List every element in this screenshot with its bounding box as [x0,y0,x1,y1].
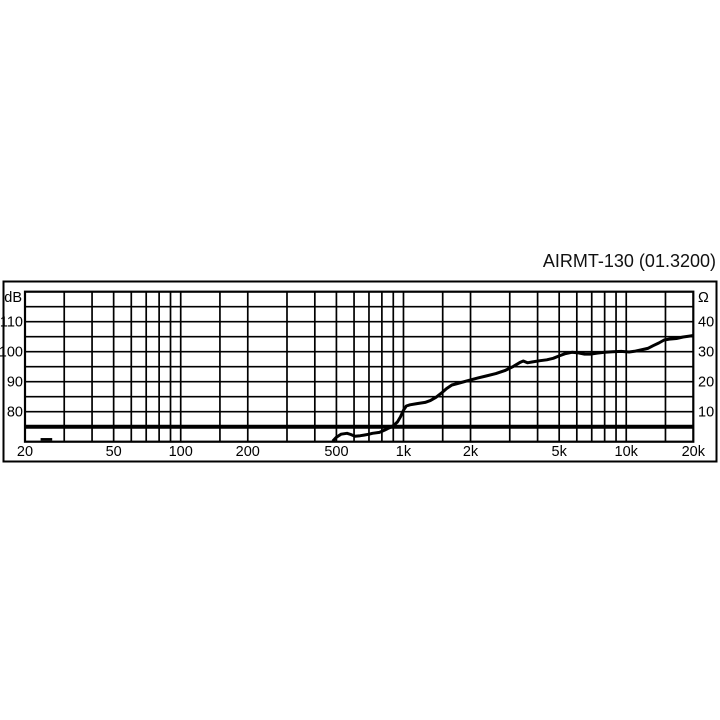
chart-title: AIRMT-130 (01.3200) [542,251,716,271]
left-axis-tick-label: 90 [7,375,23,391]
right-axis-tick-label: 10 [698,405,714,421]
grid-lines [25,291,694,442]
left-axis-unit-label: dB [4,290,22,306]
x-axis-tick-label: 100 [169,444,193,460]
right-axis-tick-label: 40 [698,315,714,331]
right-axis-tick-label: 30 [698,345,714,361]
axis-labels: dB 110 100 90 80 Ω 40 30 20 10 20 50 100 200 500 1k 2k 5k… [0,290,714,460]
x-axis-tick-label: 50 [106,444,122,460]
x-axis-tick-label: 20k [682,444,706,460]
x-axis-tick-label: 2k [463,444,479,460]
right-axis-tick-label: 20 [698,375,714,391]
chart-outer-frame [2,280,718,463]
plot-area-border [23,290,695,443]
spl-frequency-response [331,334,694,443]
left-axis-tick-label: 80 [7,405,23,421]
data-curves [25,334,694,443]
x-axis-tick-label: 200 [236,444,260,460]
x-axis-tick-label: 5k [552,444,568,460]
x-axis-tick-label: 10k [615,444,639,460]
left-axis-tick-label: 110 [0,315,23,331]
right-axis-unit-label: Ω [698,290,709,306]
x-axis-tick-label: 20 [17,444,33,460]
x-axis-tick-label: 500 [324,444,348,460]
left-axis-tick-label: 100 [0,345,23,361]
x-axis-tick-label: 1k [396,444,412,460]
